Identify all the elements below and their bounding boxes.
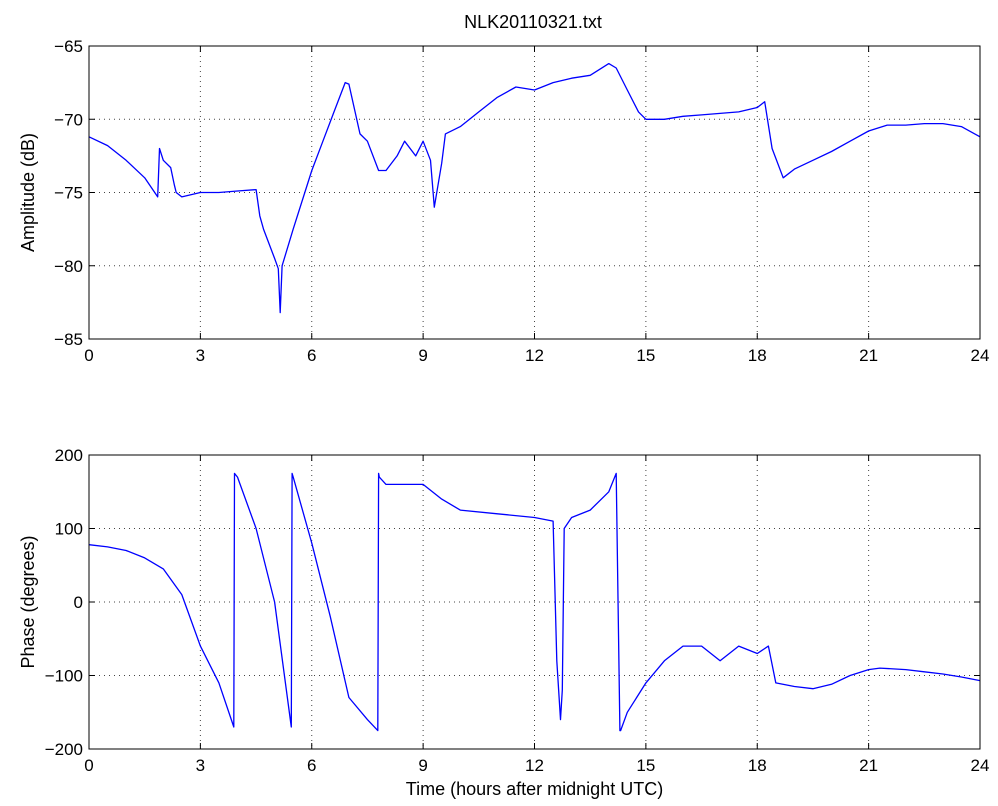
x-tick-label: 0 [84,346,93,365]
x-axis-label: Time (hours after midnight UTC) [406,779,663,799]
y-tick-label: −100 [45,667,83,686]
series-line-0 [88,62,981,314]
x-tick-label: 18 [748,756,767,775]
x-tick-label: 9 [418,756,427,775]
phase-plot: 0 3 6 9 12 15 18 21 24 200 100 0 −100 −200 Phase (degr… [18,446,989,799]
x-tick-label: 18 [748,346,767,365]
x-tick-label: 3 [196,346,205,365]
x-tick-label: 21 [859,756,878,775]
y-tick-label: −70 [54,110,83,129]
x-tick-label: 24 [971,756,990,775]
y-axis-label: Phase (degrees) [18,535,38,668]
x-tick-label: 12 [525,346,544,365]
x-tick-label: 6 [307,346,316,365]
x-tick-label: 24 [971,346,990,365]
x-tick-label: 12 [525,756,544,775]
x-tick-label: 3 [196,756,205,775]
y-tick-label: 200 [55,446,83,465]
y-tick-label: −75 [54,184,83,203]
y-axis-label: Amplitude (dB) [18,133,38,252]
y-tick-label: −65 [54,37,83,56]
y-tick-label: −200 [45,740,83,759]
x-tick-label: 21 [859,346,878,365]
y-tick-label: −80 [54,257,83,276]
y-tick-label: −85 [54,330,83,349]
axes-frame [88,454,981,750]
chart-title: NLK20110321.txt [464,12,602,32]
axes-frame [88,45,981,340]
x-tick-label: 15 [636,756,655,775]
x-tick-label: 9 [418,346,427,365]
x-tick-label: 15 [636,346,655,365]
y-tick-label: 100 [55,520,83,539]
x-tick-label: 0 [84,756,93,775]
series-line-0 [88,472,981,732]
amplitude-plot: 0 3 6 9 12 15 18 21 24 −65 −70 −75 −80 −85 Amplitude (… [18,37,989,365]
y-tick-label: 0 [74,593,83,612]
x-tick-label: 6 [307,756,316,775]
